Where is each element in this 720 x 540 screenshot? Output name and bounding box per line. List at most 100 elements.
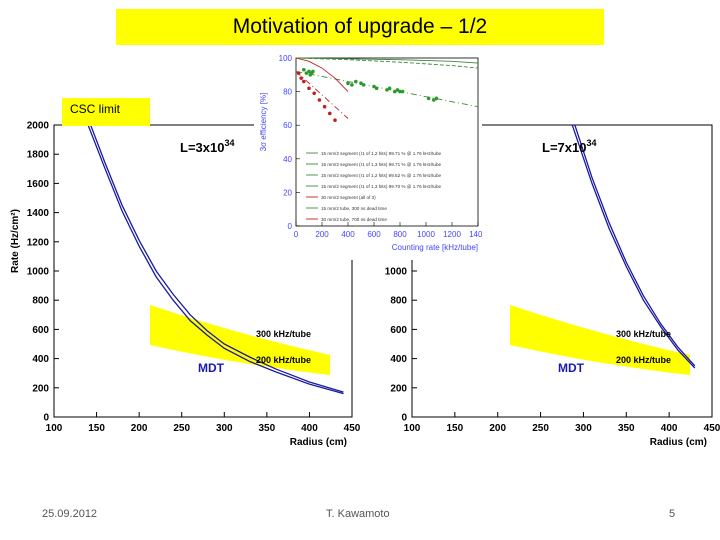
- rate-chart-left: 0200400600800100012001400160018002000100…: [10, 121, 360, 449]
- inset-y-tick-label: 80: [283, 88, 292, 97]
- x-tick-label: 350: [618, 423, 635, 434]
- inset-legend-entry: 15 mm/2 segment (r1 of 1,3 hits) 99.70 %…: [321, 184, 442, 189]
- inset-y-tick-label: 0: [288, 222, 293, 231]
- y-tick-label: 0: [401, 413, 407, 424]
- inset-x-axis-label: Counting rate [kHz/tube]: [392, 243, 478, 252]
- luminosity-label: L=3x1034: [180, 138, 234, 155]
- x-tick-label: 150: [447, 423, 464, 434]
- inset-point-30mm-tube-data: [307, 86, 311, 91]
- inset-x-tick-label: 800: [393, 230, 407, 239]
- x-tick-label: 200: [131, 423, 148, 434]
- inset-point-15mm-tube-data: [302, 67, 306, 72]
- x-tick-label: 150: [88, 423, 105, 434]
- inset-point-15mm-tube-data: [393, 89, 397, 94]
- inset-legend-entry: 30 mm/2 tube, 700 ns dead time: [321, 217, 387, 222]
- y-tick-label: 1200: [27, 237, 50, 248]
- inset-point-15mm-tube-data: [359, 81, 363, 85]
- mdt-label: MDT: [558, 361, 585, 375]
- inset-legend-entry: 30 mm/2 segment (all of 3): [321, 195, 376, 200]
- y-tick-label: 400: [32, 354, 49, 365]
- inset-y-tick-label: 40: [283, 155, 292, 164]
- x-tick-label: 250: [532, 423, 549, 434]
- rate-band-200-300-khz: [510, 305, 690, 375]
- x-tick-label: 100: [404, 423, 421, 434]
- inset-point-15mm-tube-data: [350, 83, 354, 87]
- inset-point-15mm-tube-data: [395, 88, 400, 92]
- luminosity-exponent: 34: [586, 138, 596, 148]
- inset-point-30mm-tube-data: [296, 71, 301, 75]
- efficiency-inset-chart: 0204060801000200400600800100012001400Cou…: [254, 50, 482, 260]
- y-tick-label: 0: [43, 413, 49, 424]
- luminosity-label: L=7x1034: [542, 138, 596, 155]
- inset-point-15mm-tube-data: [361, 83, 366, 87]
- inset-legend-entry: 15 mm/2 segment (r1 of 1,3 hits) 99.71 %…: [321, 162, 442, 167]
- inset-point-15mm-tube-data: [426, 96, 431, 101]
- inset-point-30mm-tube-data: [317, 98, 322, 102]
- band-label-200-khz: 200 kHz/tube: [256, 355, 311, 365]
- inset-point-15mm-tube-data: [346, 81, 350, 85]
- series-rate-lower: [571, 124, 696, 369]
- inset-x-tick-label: 0: [294, 230, 299, 239]
- inset-series-15mm-segment-b: [295, 57, 479, 69]
- inset-legend-entry: 15 mm/2 segment (r1 of 1,2 hits) 99.52 %…: [321, 173, 442, 178]
- inset-point-30mm-tube-data: [328, 111, 332, 116]
- x-tick-label: 300: [575, 423, 592, 434]
- band-label-300-khz: 300 kHz/tube: [256, 329, 311, 339]
- y-tick-label: 1000: [385, 267, 408, 278]
- y-tick-label: 1800: [27, 150, 50, 161]
- inset-point-15mm-tube-data: [307, 69, 311, 74]
- inset-frame: [295, 57, 479, 227]
- inset-point-15mm-tube-data: [400, 89, 405, 94]
- inset-point-15mm-tube-data: [387, 86, 392, 91]
- inset-x-tick-label: 1200: [443, 230, 461, 239]
- y-tick-label: 600: [390, 325, 407, 336]
- series-rate-upper: [90, 124, 344, 393]
- inset-series-15mm-segment-a: [295, 57, 479, 64]
- inset-point-15mm-tube-data: [385, 88, 389, 92]
- x-tick-label: 250: [173, 423, 190, 434]
- x-axis-label: Radius (cm): [290, 437, 347, 448]
- x-tick-label: 450: [344, 423, 360, 434]
- inset-point-15mm-tube-data: [372, 84, 376, 89]
- inset-point-15mm-tube-data: [398, 89, 402, 94]
- inset-point-15mm-tube-data: [304, 71, 309, 75]
- inset-series-30mm-tube-700ns: [295, 71, 349, 119]
- y-tick-label: 400: [390, 354, 407, 365]
- y-tick-label: 1400: [27, 208, 50, 219]
- footer-page-number: 5: [669, 508, 676, 520]
- x-tick-label: 400: [661, 423, 678, 434]
- x-tick-label: 450: [704, 423, 720, 434]
- y-tick-label: 2000: [27, 121, 50, 132]
- y-tick-label: 200: [390, 383, 407, 394]
- y-tick-label: 1600: [27, 179, 50, 190]
- footer-author: T. Kawamoto: [326, 508, 390, 520]
- inset-point-30mm-tube-data: [333, 118, 337, 122]
- inset-point-15mm-tube-data: [374, 86, 379, 91]
- inset-point-15mm-tube-data: [354, 79, 358, 84]
- inset-series-30mm-segment: [295, 57, 349, 92]
- luminosity-base: L=7x10: [542, 140, 586, 155]
- inset-legend-entry: 15 mm/2 segment (r1 of 1,2 hits) 99.71 %…: [321, 151, 442, 156]
- luminosity-exponent: 34: [224, 138, 234, 148]
- y-tick-label: 800: [390, 296, 407, 307]
- inset-x-tick-label: 600: [367, 230, 381, 239]
- inset-y-tick-label: 100: [279, 54, 293, 63]
- csc-limit-label: CSC limit: [62, 98, 150, 126]
- y-tick-label: 200: [32, 383, 49, 394]
- inset-point-15mm-tube-data: [311, 69, 315, 74]
- band-label-300-khz: 300 kHz/tube: [616, 329, 671, 339]
- y-tick-label: 600: [32, 325, 49, 336]
- inset-point-30mm-tube-data: [322, 104, 327, 109]
- inset-x-tick-label: 400: [341, 230, 355, 239]
- x-tick-label: 350: [259, 423, 276, 434]
- footer-date: 25.09.2012: [42, 508, 98, 520]
- inset-point-30mm-tube-data: [299, 76, 303, 80]
- rate-band-200-300-khz: [150, 305, 330, 375]
- inset-legend-entry: 15 mm/2 tube, 300 ns dead time: [321, 206, 387, 211]
- inset-x-tick-label: 1400: [469, 230, 482, 239]
- inset-point-30mm-tube-data: [302, 79, 306, 84]
- inset-background: [254, 50, 482, 260]
- slide-title: Motivation of upgrade – 1/2: [116, 9, 604, 45]
- series-rate-upper: [574, 124, 696, 367]
- x-tick-label: 300: [216, 423, 233, 434]
